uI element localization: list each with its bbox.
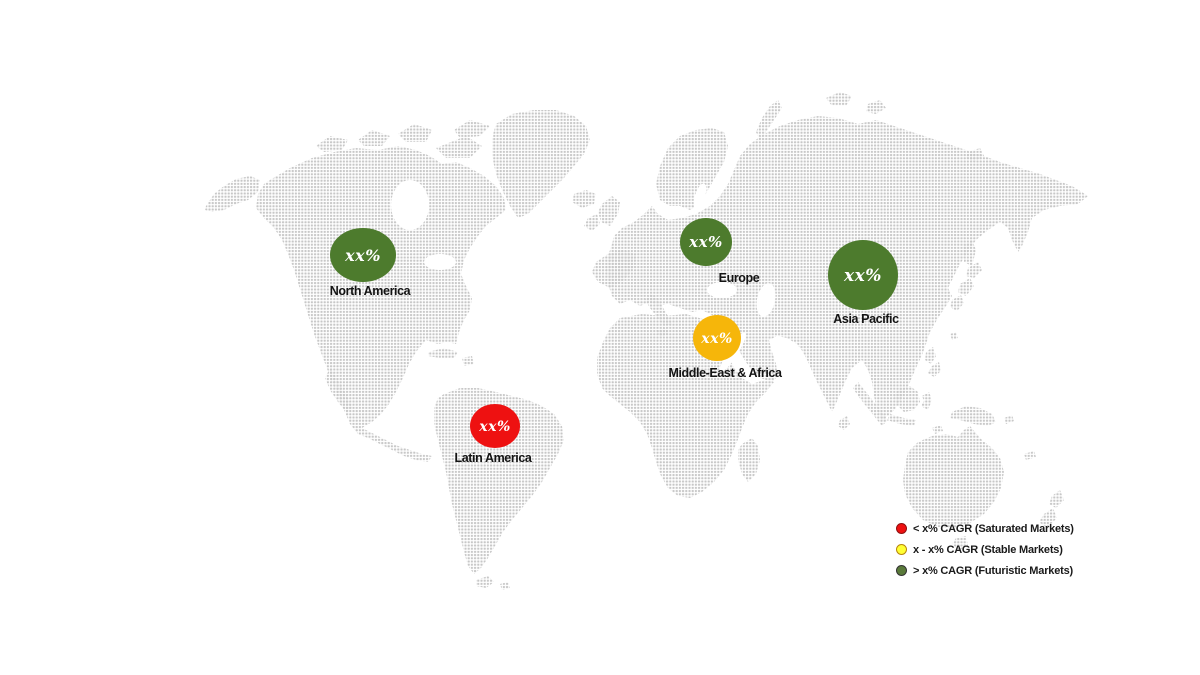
legend-row-stable: x - x% CAGR (Stable Markets) <box>896 543 1074 556</box>
iceland <box>572 190 596 208</box>
caspian-sea <box>756 283 776 317</box>
arctic-island-2 <box>358 130 390 146</box>
region-bubble-latin-america[interactable]: xx% Latin America <box>454 404 533 465</box>
region-bubble-europe[interactable]: xx% Europe <box>680 218 760 285</box>
bubble-label: Asia Pacific <box>833 312 899 326</box>
continent-alaska <box>205 176 260 212</box>
legend-row-futuristic: > x% CAGR (Futuristic Markets) <box>896 564 1074 577</box>
arctic-island-4 <box>436 136 482 158</box>
bubble-value: xx% <box>344 246 381 265</box>
sri-lanka <box>838 416 850 430</box>
hispaniola <box>462 356 474 366</box>
legend-dot-red-icon <box>896 523 907 534</box>
legend-label: < x% CAGR (Saturated Markets) <box>913 522 1074 535</box>
new-guinea <box>950 406 996 426</box>
new-zealand-south <box>1039 508 1057 528</box>
bubble-value: xx% <box>843 266 882 286</box>
baltic-sea <box>693 183 707 209</box>
legend-row-saturated: < x% CAGR (Saturated Markets) <box>896 522 1074 535</box>
novaya-zemlya <box>756 100 782 140</box>
taiwan <box>950 332 958 340</box>
sakhalin <box>964 240 976 266</box>
continent-greenland <box>492 110 590 218</box>
region-bubbles-layer: xx% North America xx% Latin America xx% … <box>330 218 900 465</box>
black-sea <box>707 282 737 298</box>
new-zealand-north <box>1049 490 1064 508</box>
severnaya-zemlya <box>826 92 852 106</box>
java <box>887 414 916 426</box>
philippines-north <box>925 347 936 364</box>
tierra-del-fuego <box>476 576 494 588</box>
hudson-bay <box>391 180 429 230</box>
wrangel-island <box>966 148 984 162</box>
japan-south <box>950 295 964 311</box>
solomon-islands <box>1004 415 1014 424</box>
continent-australia <box>903 426 1004 528</box>
sulawesi <box>921 392 932 410</box>
bubble-circle[interactable] <box>330 228 396 282</box>
japan-north <box>966 262 982 278</box>
madagascar <box>738 438 760 482</box>
bubble-label: Latin America <box>454 451 532 465</box>
bubble-label: North America <box>330 284 412 298</box>
tasmania <box>952 536 968 550</box>
legend-dot-green-icon <box>896 565 907 576</box>
region-bubble-middle-east-africa[interactable]: xx% Middle-East & Africa <box>668 315 783 380</box>
bubble-circle[interactable] <box>828 240 898 310</box>
borneo <box>894 386 920 412</box>
bubble-circle[interactable] <box>693 315 741 361</box>
philippines-south <box>928 362 941 377</box>
continent-south-america <box>434 388 564 574</box>
legend-label: > x% CAGR (Futuristic Markets) <box>913 564 1073 577</box>
region-bubble-asia-pacific[interactable]: xx% Asia Pacific <box>828 240 900 326</box>
sumatra <box>853 382 888 426</box>
siberian-islands <box>866 100 886 114</box>
arctic-island-5 <box>454 120 490 138</box>
japan-central <box>958 278 974 296</box>
bubble-label: Europe <box>719 271 760 285</box>
arctic-island-3 <box>398 124 432 142</box>
continents-layer <box>205 92 1088 590</box>
baja-peninsula <box>325 368 352 412</box>
new-caledonia <box>1024 451 1036 460</box>
bubble-value: xx% <box>700 331 733 347</box>
region-bubble-north-america[interactable]: xx% North America <box>330 228 412 298</box>
legend-dot-yellow-icon <box>896 544 907 555</box>
cuba <box>428 348 458 358</box>
cagr-legend: < x% CAGR (Saturated Markets) x - x% CAG… <box>896 522 1074 577</box>
continent-north-america <box>256 146 506 462</box>
bubble-circle[interactable] <box>470 404 520 448</box>
bubble-label: Middle-East & Africa <box>668 366 783 380</box>
bubble-value: xx% <box>688 233 723 251</box>
great-lakes <box>424 254 456 270</box>
legend-label: x - x% CAGR (Stable Markets) <box>913 543 1063 556</box>
ireland <box>584 214 600 231</box>
bubble-value: xx% <box>478 419 511 435</box>
great-britain <box>598 196 620 226</box>
timor <box>932 425 943 434</box>
arctic-island-1 <box>316 136 348 152</box>
falkland-islands <box>500 582 510 590</box>
scandinavia <box>656 128 728 210</box>
bubble-circle[interactable] <box>680 218 732 266</box>
